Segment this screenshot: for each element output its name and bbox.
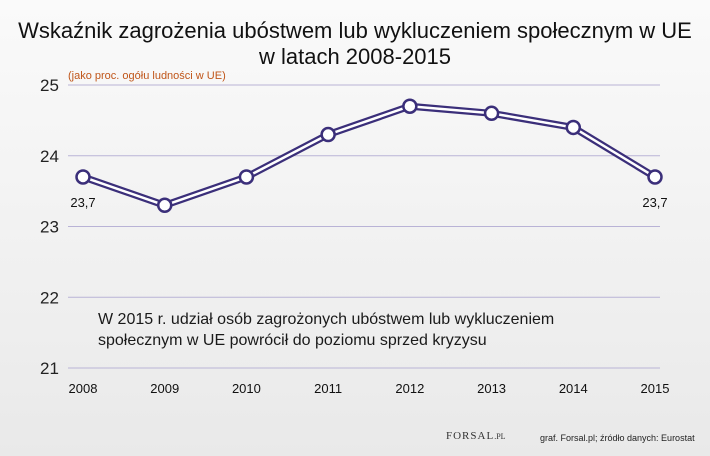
data-point-2012: [402, 98, 418, 114]
data-point-2010: [238, 169, 255, 185]
grid-lines: [68, 84, 660, 369]
y-tick-label-24: 24: [40, 147, 59, 166]
data-point-2015: [647, 169, 663, 185]
chart-title: Wskaźnik zagrożenia ubóstwem lub wyklucz…: [0, 18, 710, 70]
x-tick-label-2010: 2010: [232, 381, 261, 396]
x-tick-label-2011: 2011: [314, 381, 342, 396]
chart-subtitle: (jako proc. ogółu ludności w UE): [68, 70, 226, 82]
data-point-2011: [320, 126, 336, 143]
source-credit: graf. Forsal.pl; źródło danych: Eurostat: [540, 433, 695, 443]
series-line: [79, 102, 659, 209]
series-line-inner: [81, 104, 657, 207]
data-labels: 23,7 23,7: [70, 195, 667, 210]
y-tick-label-22: 22: [40, 288, 59, 307]
data-point-2009: [156, 197, 173, 214]
logo-suffix: .PL: [494, 432, 506, 441]
annotation-note: W 2015 r. udział osób zagrożonych ubóstw…: [98, 309, 598, 351]
data-point-2014: [565, 119, 582, 136]
x-tick-label-2015: 2015: [641, 381, 670, 396]
x-tick-label-2008: 2008: [69, 381, 98, 396]
chart-title-line1: Wskaźnik zagrożenia ubóstwem lub wyklucz…: [18, 18, 692, 43]
logo-main: FORSAL: [446, 430, 495, 442]
x-axis-ticks: 2008 2009 2010 2011 2012 2013 2014 2015: [69, 381, 670, 396]
data-label-2008: 23,7: [70, 195, 95, 210]
annotation-line1: W 2015 r. udział osób zagrożonych ubóstw…: [98, 311, 555, 328]
annotation-line2: społecznym w UE powrócił do poziomu sprz…: [98, 332, 487, 349]
data-point-2013: [483, 105, 500, 122]
x-tick-label-2012: 2012: [395, 381, 424, 396]
y-tick-label-21: 21: [40, 359, 59, 378]
x-tick-label-2013: 2013: [477, 381, 506, 396]
x-tick-label-2014: 2014: [559, 381, 588, 396]
x-tick-label-2009: 2009: [150, 381, 179, 396]
data-points: [75, 98, 663, 214]
data-point-2008: [75, 169, 91, 185]
y-tick-label-23: 23: [40, 218, 59, 237]
y-tick-label-25: 25: [40, 76, 59, 95]
forsal-logo: FORSAL.PL: [446, 430, 506, 442]
data-label-2015: 23,7: [642, 195, 667, 210]
chart-title-line2: w latach 2008-2015: [258, 44, 452, 69]
y-axis-ticks: 21 22 23 24 25: [40, 76, 59, 378]
